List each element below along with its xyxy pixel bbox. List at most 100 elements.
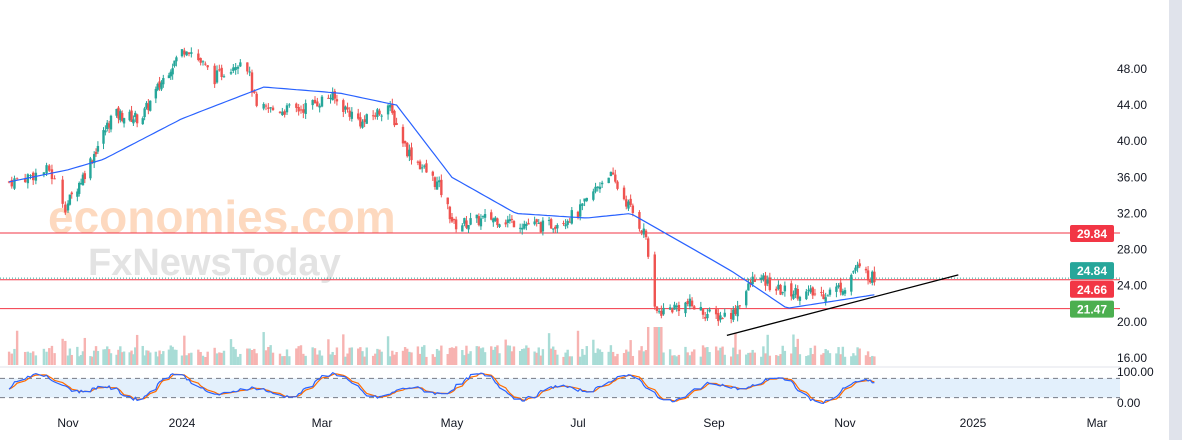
candle[interactable] [248, 71, 251, 73]
candle[interactable] [479, 218, 483, 227]
candle[interactable] [738, 305, 741, 307]
candle[interactable] [631, 205, 635, 213]
candle[interactable] [693, 306, 696, 310]
candle[interactable] [365, 114, 368, 124]
candle[interactable] [539, 222, 543, 233]
candle[interactable] [721, 318, 724, 320]
candle[interactable] [13, 178, 16, 189]
candle[interactable] [423, 165, 426, 167]
candle[interactable] [668, 307, 672, 310]
candle[interactable] [657, 311, 661, 313]
candle[interactable] [521, 227, 524, 230]
candle[interactable] [858, 263, 861, 267]
candle[interactable] [222, 76, 226, 78]
candle[interactable] [856, 264, 859, 269]
candle[interactable] [318, 105, 321, 108]
candle[interactable] [311, 100, 314, 106]
candle[interactable] [494, 217, 497, 221]
candle[interactable] [581, 203, 584, 206]
candle[interactable] [719, 315, 722, 320]
candle[interactable] [805, 291, 808, 300]
candle[interactable] [147, 103, 150, 111]
candle[interactable] [824, 297, 827, 302]
candle[interactable] [779, 285, 782, 295]
candle[interactable] [104, 130, 107, 133]
candle[interactable] [158, 81, 161, 88]
candle[interactable] [357, 113, 360, 119]
candle[interactable] [578, 204, 582, 217]
candle[interactable] [475, 214, 478, 219]
candle[interactable] [541, 220, 545, 232]
candle[interactable] [556, 224, 559, 229]
candle[interactable] [677, 304, 681, 312]
candle[interactable] [547, 219, 551, 221]
candle[interactable] [568, 221, 571, 223]
candle[interactable] [638, 212, 641, 229]
candle[interactable] [119, 111, 122, 121]
candle[interactable] [171, 68, 174, 75]
candle[interactable] [269, 107, 272, 109]
candle[interactable] [420, 167, 424, 169]
candle[interactable] [135, 114, 139, 124]
candle[interactable] [313, 99, 317, 104]
candle[interactable] [425, 163, 428, 173]
candle[interactable] [841, 291, 845, 295]
candle[interactable] [854, 267, 857, 271]
candle[interactable] [684, 302, 687, 314]
candle[interactable] [646, 238, 650, 257]
candle[interactable] [837, 285, 840, 288]
candle[interactable] [143, 108, 146, 118]
right-scrollbar[interactable] [1169, 0, 1182, 440]
candle[interactable] [380, 115, 383, 117]
candle[interactable] [433, 177, 437, 187]
candle[interactable] [378, 110, 381, 115]
candle[interactable] [393, 110, 396, 126]
candle[interactable] [843, 290, 847, 294]
candle[interactable] [45, 165, 48, 174]
candle[interactable] [130, 110, 133, 122]
candle[interactable] [609, 171, 613, 177]
candle[interactable] [48, 165, 51, 171]
candle[interactable] [483, 214, 487, 218]
candle[interactable] [271, 107, 275, 111]
candle[interactable] [94, 151, 98, 155]
candle[interactable] [53, 178, 56, 180]
candle[interactable] [708, 309, 711, 312]
candle[interactable] [199, 58, 202, 63]
candle[interactable] [699, 306, 703, 311]
candle[interactable] [376, 109, 379, 117]
candle[interactable] [89, 158, 92, 179]
trendline[interactable] [726, 274, 959, 337]
candle[interactable] [331, 91, 334, 101]
candle[interactable] [342, 100, 345, 113]
candle[interactable] [732, 309, 735, 320]
candle[interactable] [747, 283, 750, 291]
candle[interactable] [798, 296, 802, 301]
candle[interactable] [775, 288, 778, 291]
candle[interactable] [452, 219, 456, 221]
candle[interactable] [760, 277, 763, 280]
candle[interactable] [344, 106, 347, 110]
candle[interactable] [566, 220, 569, 225]
candle[interactable] [215, 70, 219, 83]
candle[interactable] [868, 280, 872, 283]
candle[interactable] [374, 115, 377, 117]
candle[interactable] [463, 218, 466, 224]
candle[interactable] [180, 49, 184, 57]
candle[interactable] [183, 50, 186, 55]
candle[interactable] [655, 306, 659, 311]
candle[interactable] [232, 67, 235, 71]
candle[interactable] [134, 112, 137, 117]
candle[interactable] [204, 63, 207, 65]
candle[interactable] [154, 88, 158, 99]
candle[interactable] [106, 122, 109, 130]
candle[interactable] [435, 181, 439, 190]
candle[interactable] [64, 204, 67, 213]
candle[interactable] [29, 175, 32, 177]
candle[interactable] [706, 314, 709, 319]
candle[interactable] [554, 226, 557, 229]
candle[interactable] [10, 179, 13, 187]
candle[interactable] [506, 219, 509, 223]
candle[interactable] [141, 118, 144, 125]
candle[interactable] [766, 279, 769, 284]
